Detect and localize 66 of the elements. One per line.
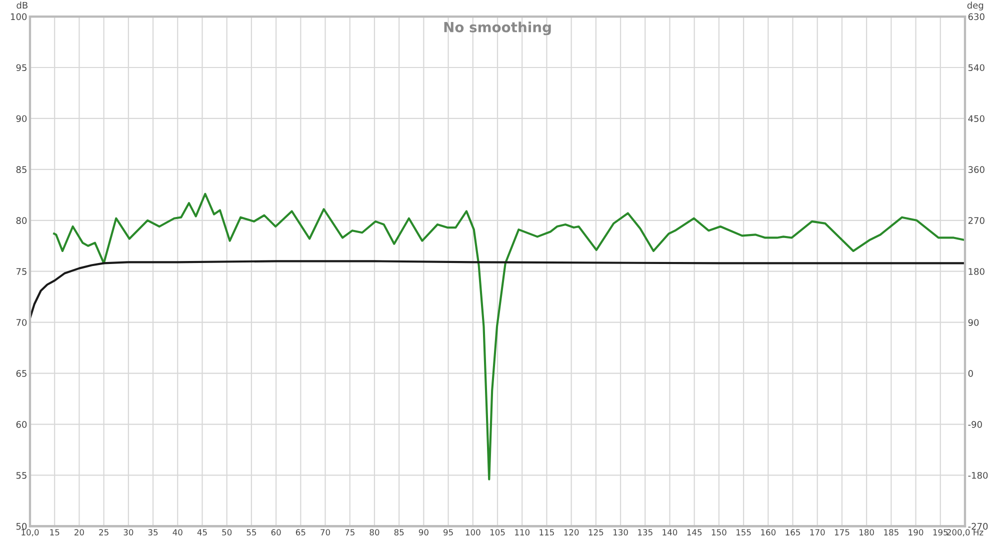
x-tick-label: 110 xyxy=(515,529,530,536)
x-tick-label: 40 xyxy=(172,529,182,536)
x-tick-label: 70 xyxy=(320,529,330,536)
y-tick-label: 65 xyxy=(16,370,26,377)
y-tick-label: 70 xyxy=(16,319,27,326)
y2-tick-label: 180 xyxy=(968,268,984,275)
x-tick-label: 155 xyxy=(736,529,751,536)
y2-tick-label: 360 xyxy=(968,166,984,173)
x-tick-label: 145 xyxy=(687,529,702,536)
y2-tick-label: 540 xyxy=(968,64,984,72)
x-tick-label: 85 xyxy=(394,529,404,536)
x-tick-label: 195 xyxy=(933,529,948,536)
chart-title: No smoothing xyxy=(444,22,551,36)
x-tick-label: 90 xyxy=(418,529,428,536)
y2-tick-label: -180 xyxy=(968,472,988,479)
x-tick-label: 30 xyxy=(124,529,134,536)
line-series xyxy=(53,192,965,480)
y-tick-label: 75 xyxy=(16,268,26,275)
x-tick-label: 130 xyxy=(613,529,628,536)
x-tick-label: 75 xyxy=(345,529,354,536)
x-tick-label: 105 xyxy=(490,529,505,536)
y-tick-label: 55 xyxy=(16,472,26,479)
x-tick-label: 10,0 xyxy=(22,529,39,536)
y2-tick-label: -90 xyxy=(968,421,982,428)
x-tick-label: 15 xyxy=(50,529,60,536)
x-tick-label: 35 xyxy=(148,529,158,536)
y2-tick-label: 90 xyxy=(968,319,979,326)
x-tick-label: 60 xyxy=(271,529,281,536)
x-tick-label: 185 xyxy=(884,529,898,536)
x-tick-label: 80 xyxy=(370,529,380,536)
y2-tick-label: 270 xyxy=(968,217,984,224)
y-tick-label: 100 xyxy=(10,13,27,20)
y2-axis-title: deg xyxy=(967,2,984,10)
y2-tick-label: -270 xyxy=(968,522,988,530)
line-series xyxy=(30,260,965,320)
x-tick-label: 45 xyxy=(197,529,207,536)
x-tick-label: 150 xyxy=(712,529,726,536)
y-tick-label: 90 xyxy=(16,115,27,122)
y2-tick-label: 450 xyxy=(968,115,984,122)
y2-tick-label: 630 xyxy=(968,13,984,20)
y-tick-label: 80 xyxy=(16,217,27,224)
x-tick-label: 120 xyxy=(564,529,579,536)
x-tick-label: 200,0 Hz xyxy=(947,529,984,536)
y-tick-label: 95 xyxy=(16,64,26,72)
x-tick-label: 115 xyxy=(540,529,554,536)
y-tick-label: 50 xyxy=(16,522,27,530)
y-tick-label: 60 xyxy=(16,421,27,428)
x-tick-label: 140 xyxy=(662,529,678,536)
x-tick-label: 25 xyxy=(99,529,108,536)
x-tick-label: 50 xyxy=(222,529,232,536)
x-tick-label: 125 xyxy=(588,529,604,536)
x-tick-label: 100 xyxy=(466,529,480,536)
x-tick-label: 180 xyxy=(860,529,874,536)
x-tick-label: 20 xyxy=(74,529,84,536)
x-tick-label: 190 xyxy=(908,529,924,536)
y-tick-label: 85 xyxy=(16,166,26,173)
y-axis-title: dB xyxy=(16,2,28,9)
x-tick-label: 170 xyxy=(810,529,825,536)
x-tick-label: 175 xyxy=(834,529,850,536)
y2-tick-label: 0 xyxy=(968,370,973,377)
x-tick-label: 55 xyxy=(246,529,256,536)
x-tick-label: 65 xyxy=(296,529,306,536)
x-tick-label: 165 xyxy=(786,529,800,536)
x-tick-label: 160 xyxy=(761,529,776,536)
x-tick-label: 135 xyxy=(638,529,652,536)
x-tick-label: 95 xyxy=(444,529,453,536)
